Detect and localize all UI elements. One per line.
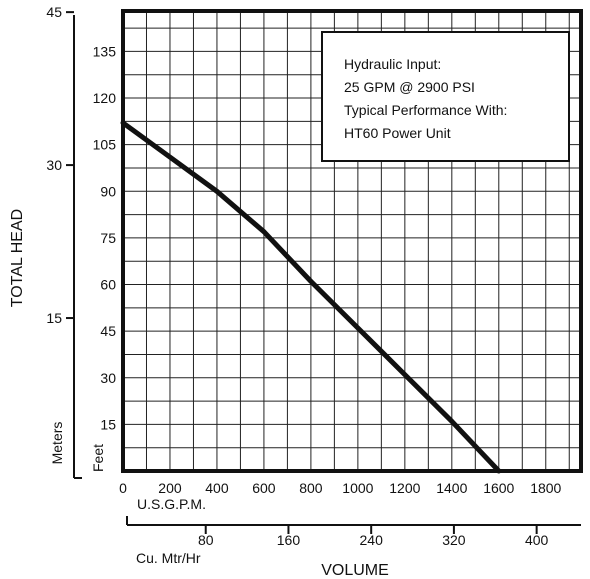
annotation-line: 25 GPM @ 2900 PSI xyxy=(344,79,475,95)
feet-axis: 15 30 45 60 75 90 105 120 135 xyxy=(93,43,117,432)
cumtr-tick-label: 160 xyxy=(277,532,301,548)
feet-tick-label: 105 xyxy=(93,137,117,153)
cumtr-tick-label: 400 xyxy=(525,532,549,548)
usgpm-tick-label: 1000 xyxy=(342,480,373,496)
annotation-line: Typical Performance With: xyxy=(344,102,507,118)
usgpm-tick-label: 1200 xyxy=(389,480,420,496)
meters-axis: 15 30 45 xyxy=(46,4,82,479)
feet-tick-label: 30 xyxy=(100,370,116,386)
feet-tick-label: 135 xyxy=(93,43,117,59)
meters-tick-label: 30 xyxy=(46,157,62,173)
annotation-line: HT60 Power Unit xyxy=(344,125,451,141)
usgpm-tick-label: 1600 xyxy=(483,480,514,496)
cumtr-tick-label: 80 xyxy=(198,532,214,548)
cumtr-tick-label: 240 xyxy=(360,532,384,548)
feet-tick-label: 120 xyxy=(93,90,117,106)
feet-tick-label: 15 xyxy=(100,416,116,432)
meters-tick-label: 45 xyxy=(46,4,62,20)
usgpm-tick-label: 1800 xyxy=(530,480,561,496)
y-axis-title: TOTAL HEAD xyxy=(9,209,26,307)
usgpm-tick-label: 1400 xyxy=(436,480,467,496)
cumtr-tick-label: 320 xyxy=(442,532,466,548)
feet-tick-label: 60 xyxy=(100,277,116,293)
plot-frame xyxy=(121,9,583,473)
usgpm-tick-label: 0 xyxy=(119,480,127,496)
performance-curve-layer xyxy=(120,120,502,474)
feet-tick-label: 45 xyxy=(100,323,116,339)
meters-axis-label: Meters xyxy=(49,422,65,465)
meters-tick-label: 15 xyxy=(46,310,62,326)
cumtr-label: Cu. Mtr/Hr xyxy=(136,550,201,566)
annotation-frame xyxy=(321,31,570,162)
feet-tick-label: 90 xyxy=(100,183,116,199)
usgpm-label: U.S.G.P.M. xyxy=(137,496,206,512)
performance-curve xyxy=(120,120,502,474)
annotation-line: Hydraulic Input: xyxy=(344,56,441,72)
usgpm-tick-label: 600 xyxy=(252,480,276,496)
annotation-box: Hydraulic Input: 25 GPM @ 2900 PSI Typic… xyxy=(321,31,570,162)
usgpm-tick-label: 200 xyxy=(158,480,182,496)
feet-axis-label: Feet xyxy=(90,444,106,472)
usgpm-tick-label: 400 xyxy=(205,480,229,496)
feet-tick-label: 75 xyxy=(100,230,116,246)
usgpm-tick-label: 800 xyxy=(299,480,323,496)
x-axis-title: VOLUME xyxy=(321,562,389,579)
usgpm-axis: 0 200 400 600 800 1000 1200 1400 1600 1800 xyxy=(119,480,561,496)
cumtr-axis: 80 160 240 320 400 xyxy=(126,516,581,548)
